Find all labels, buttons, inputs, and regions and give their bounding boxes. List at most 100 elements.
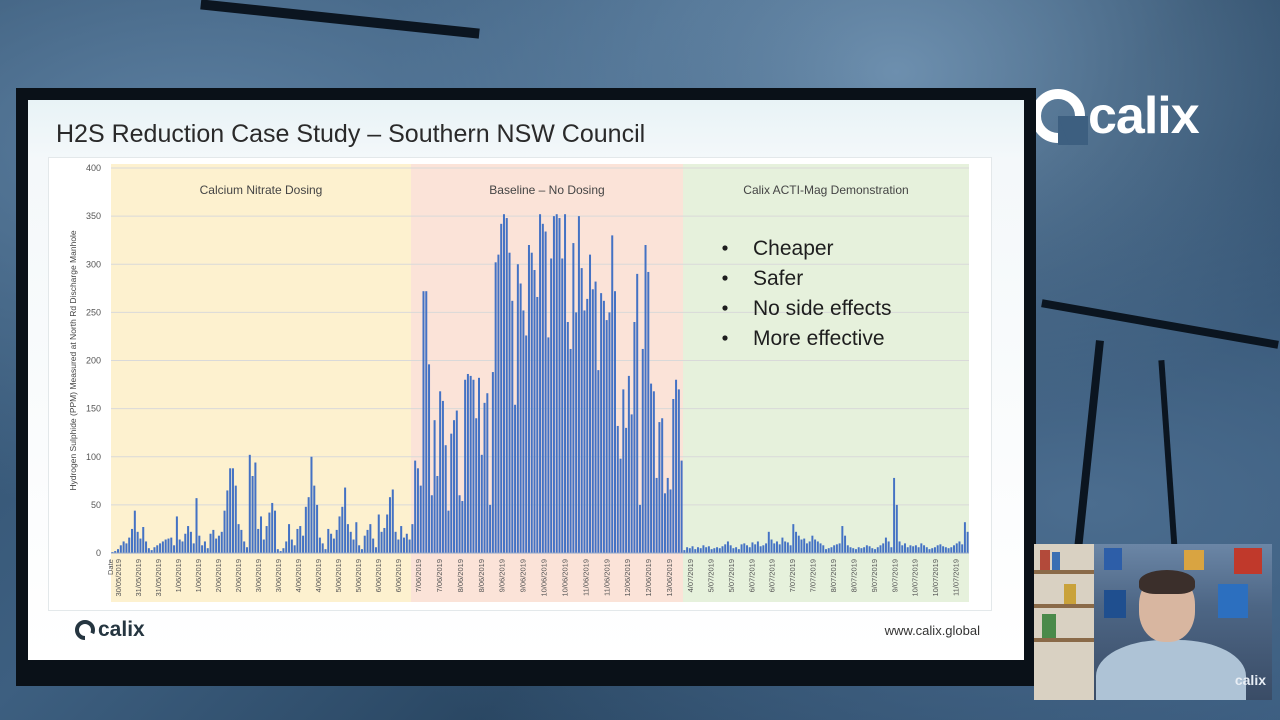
chart-bar bbox=[316, 504, 319, 554]
chart-bar bbox=[625, 427, 628, 554]
chart-bar bbox=[835, 544, 838, 553]
chart-bar bbox=[616, 425, 619, 553]
chart-bar bbox=[841, 526, 844, 553]
chart-bar bbox=[358, 545, 361, 553]
chart-bar bbox=[920, 543, 923, 554]
chart-bar bbox=[360, 549, 363, 553]
chart-bar bbox=[868, 546, 871, 553]
chart-bar bbox=[505, 218, 508, 554]
chart-bar bbox=[139, 538, 142, 553]
chart-bar bbox=[846, 545, 849, 553]
chart-bar bbox=[527, 245, 530, 553]
chart-bar bbox=[650, 383, 653, 553]
chart-bar bbox=[377, 514, 380, 553]
chart-bar bbox=[575, 312, 578, 554]
chart-bar bbox=[726, 541, 729, 553]
chart-bar bbox=[953, 545, 955, 553]
chart-bar bbox=[863, 547, 866, 553]
chart-bar bbox=[586, 298, 589, 553]
chart-bar bbox=[313, 485, 316, 554]
chart-bar bbox=[173, 545, 176, 553]
book bbox=[1064, 584, 1076, 604]
chart-bar bbox=[950, 547, 953, 553]
chart-bar bbox=[497, 254, 500, 554]
chart-bar bbox=[591, 289, 594, 553]
chart-bar bbox=[178, 539, 181, 553]
slide-title: H2S Reduction Case Study – Southern NSW … bbox=[56, 120, 646, 148]
chart-bar bbox=[963, 522, 966, 553]
chart-bar bbox=[737, 549, 740, 553]
chart-bar bbox=[890, 547, 893, 553]
chart-bar bbox=[125, 543, 128, 554]
chart-bar bbox=[958, 541, 961, 553]
chart-bar bbox=[830, 547, 833, 553]
chart-bar bbox=[699, 548, 702, 553]
chart-bar bbox=[374, 547, 377, 553]
chart-bar bbox=[441, 400, 444, 553]
chart-bar bbox=[419, 485, 422, 554]
chart-bar bbox=[765, 543, 768, 554]
chart-bar bbox=[677, 389, 680, 554]
chart-x-tick-label: 6/07/2019 bbox=[768, 559, 777, 592]
chart-bar bbox=[234, 485, 237, 554]
chart-x-tick-label: 9/06/2019 bbox=[498, 559, 507, 592]
chart-bar bbox=[541, 223, 544, 553]
chart-bar bbox=[544, 231, 547, 553]
slide-footer-logo-text: calix bbox=[98, 618, 145, 641]
chart-x-tick-label: 10/07/2019 bbox=[931, 559, 940, 597]
chart-bar bbox=[849, 547, 852, 553]
chart-bar bbox=[874, 549, 877, 553]
chart-bar bbox=[530, 252, 533, 553]
chart-bar bbox=[181, 541, 184, 553]
h2s-bar-chart: 0 50 100 150 200 250 300 350 400 Hydrogen Sulphid… bbox=[68, 163, 969, 602]
chart-x-tick-label: 9/06/2019 bbox=[519, 559, 528, 592]
chart-bar bbox=[330, 533, 333, 553]
chart-bar bbox=[691, 546, 694, 553]
chart-bar bbox=[201, 545, 204, 553]
chart-bar bbox=[917, 547, 920, 553]
chart-x-tick-label: 8/06/2019 bbox=[456, 559, 465, 592]
webcam-feed: calix bbox=[1034, 544, 1272, 700]
chart-bar bbox=[669, 489, 672, 554]
chart-bar bbox=[408, 539, 411, 553]
chart-bar bbox=[519, 283, 522, 553]
chart-bar bbox=[887, 541, 890, 553]
chart-x-tick-label: 9/07/2019 bbox=[890, 559, 899, 592]
chart-bar bbox=[622, 389, 625, 554]
chart-bar bbox=[483, 402, 486, 553]
book bbox=[1184, 550, 1204, 570]
chart-bar bbox=[871, 548, 874, 553]
presentation-slide: H2S Reduction Case Study – Southern NSW … bbox=[28, 100, 1024, 660]
chart-bar bbox=[243, 541, 246, 553]
presenter-hair bbox=[1139, 570, 1195, 594]
chart-bar bbox=[450, 433, 453, 553]
chart-bar bbox=[784, 541, 787, 553]
chart-x-tick-label: 1/06/2019 bbox=[174, 559, 183, 592]
chart-bar bbox=[944, 547, 947, 553]
chart-bar bbox=[893, 477, 896, 554]
chart-bar bbox=[577, 216, 580, 554]
chart-bar bbox=[895, 504, 898, 554]
chart-bar bbox=[195, 498, 198, 553]
chart-bar bbox=[414, 460, 417, 553]
chart-bar bbox=[422, 291, 425, 553]
chart-bar bbox=[491, 372, 494, 553]
chart-bar bbox=[189, 531, 192, 553]
chart-bar bbox=[552, 216, 555, 554]
chart-bar bbox=[583, 310, 586, 553]
chart-bar bbox=[307, 497, 310, 553]
chart-x-tick-label: 8/07/2019 bbox=[829, 559, 838, 592]
chart-bar bbox=[290, 539, 293, 553]
chart-bar bbox=[710, 549, 713, 553]
chart-x-tick-label: 3/06/2019 bbox=[274, 559, 283, 592]
chart-bar bbox=[369, 524, 372, 554]
chart-bar bbox=[675, 379, 678, 553]
chart-bar bbox=[262, 539, 265, 553]
chart-bar bbox=[838, 543, 841, 554]
chart-bar bbox=[229, 468, 232, 553]
chart-y-axis-label: Hydrogen Sulphide (PPM) Measured at Nort… bbox=[68, 230, 78, 491]
chart-x-tick-label: 5/07/2019 bbox=[706, 559, 715, 592]
chart-bar bbox=[366, 529, 369, 553]
chart-x-tick-label: 7/07/2019 bbox=[809, 559, 818, 592]
book bbox=[1052, 552, 1060, 570]
